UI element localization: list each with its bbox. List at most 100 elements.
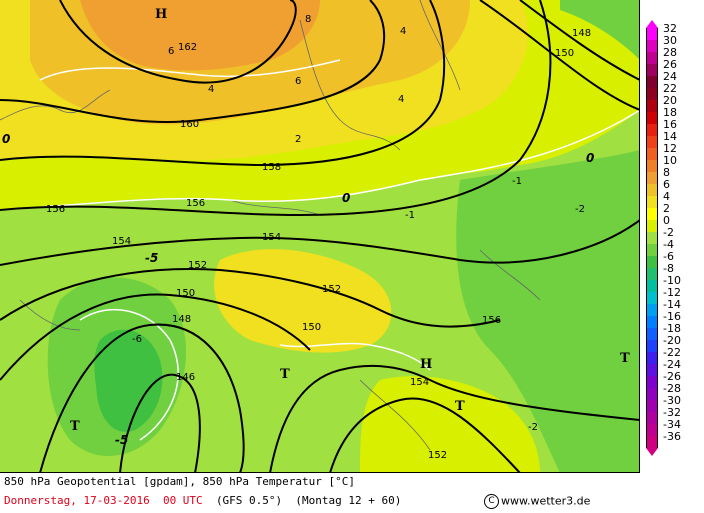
isotherm-0 — [0, 109, 639, 211]
geo-label: 156 — [46, 204, 65, 215]
legend-swatch — [646, 268, 658, 280]
geo-label: 148 — [572, 28, 591, 39]
geopotential-contour-152-south — [329, 397, 521, 472]
legend-swatch — [646, 52, 658, 64]
temp-label: 4 — [208, 84, 214, 95]
temp-label: -2 — [575, 204, 585, 215]
legend-label: 26 — [663, 58, 677, 71]
model-run: (Montag 12 + 60) — [295, 494, 402, 507]
geopotential-contour-162 — [59, 0, 297, 84]
legend-label: -20 — [663, 334, 681, 347]
legend-swatch — [646, 388, 658, 400]
legend-label: -32 — [663, 406, 681, 419]
geo-label: 154 — [410, 377, 429, 388]
temp-label: 6 — [295, 76, 301, 87]
temp-label: 4 — [400, 26, 406, 37]
legend-label: 28 — [663, 46, 677, 59]
legend-swatch — [646, 172, 658, 184]
legend-label: -14 — [663, 298, 681, 311]
map-title: 850 hPa Geopotential [gpdam], 850 hPa Te… — [4, 475, 355, 488]
legend-label: 8 — [663, 166, 670, 179]
geo-label: 150 — [302, 322, 321, 333]
legend-label: 2 — [663, 202, 670, 215]
legend-swatch — [646, 352, 658, 364]
legend-swatch — [646, 280, 658, 292]
temp-label: -6 — [132, 334, 142, 345]
legend-label: -10 — [663, 274, 681, 287]
legend-swatch — [646, 136, 658, 148]
geopotential-contour-154 — [0, 219, 639, 266]
legend-swatch — [646, 40, 658, 52]
geo-label: 152 — [322, 284, 341, 295]
geo-label: 158 — [262, 162, 281, 173]
geopotential-contour-148 — [39, 323, 245, 472]
temp-label: 4 — [398, 94, 404, 105]
copyright-link[interactable]: www.wetter3.de — [501, 494, 591, 508]
geopotential-contour-158 — [0, 0, 446, 167]
legend-swatch — [646, 412, 658, 424]
temp-band-east — [456, 150, 639, 472]
geo-label: 148 — [172, 314, 191, 325]
geo-label: 154 — [112, 236, 131, 247]
legend-swatch — [646, 436, 658, 448]
temp-label: 0 — [586, 151, 594, 165]
temp-label: -2 — [528, 422, 538, 433]
legend-swatch — [646, 364, 658, 376]
geopotential-contour-146 — [119, 373, 201, 472]
legend-swatch — [646, 148, 658, 160]
pressure-center-low-adriatic: T — [455, 399, 465, 414]
temp-label: 2 — [295, 134, 301, 145]
geo-label: 152 — [188, 260, 207, 271]
geopotential-contour-150-ne — [479, 0, 639, 111]
legend-swatch — [646, 220, 658, 232]
legend-swatch — [646, 124, 658, 136]
legend-label: -2 — [663, 226, 674, 239]
legend-label: 4 — [663, 190, 670, 203]
legend-swatch — [646, 400, 658, 412]
legend-label: 16 — [663, 118, 677, 131]
temp-label: -1 — [512, 176, 522, 187]
legend-label: -28 — [663, 382, 681, 395]
temp-label: 6 — [168, 46, 174, 57]
legend-swatch — [646, 184, 658, 196]
legend-label: 18 — [663, 106, 677, 119]
geopotential-contour-150 — [0, 293, 311, 381]
pressure-center-low-central: T — [280, 367, 290, 382]
legend-swatch — [646, 88, 658, 100]
map-subtitle: Donnerstag, 17-03-2016 00 UTC (GFS 0.5°)… — [4, 494, 401, 507]
legend-swatch — [646, 304, 658, 316]
legend-label: -8 — [663, 262, 674, 275]
legend-swatch — [646, 376, 658, 388]
temperature-legend: 32 30 28 26 24 22 20 18 16 14 12 10 8 6 4 2 0 -2 -4 -6 -8 -10… — [643, 20, 704, 458]
legend-label: -26 — [663, 370, 681, 383]
valid-datetime: Donnerstag, 17-03-2016 00 UTC — [4, 494, 203, 507]
legend-swatch — [646, 112, 658, 124]
temp-band-warmer — [80, 0, 320, 71]
map-footer: 850 hPa Geopotential [gpdam], 850 hPa Te… — [0, 473, 640, 513]
legend-label: 0 — [663, 214, 670, 227]
legend-label: 24 — [663, 70, 677, 83]
legend-label: 6 — [663, 178, 670, 191]
geo-label: 156 — [186, 198, 205, 209]
geopotential-contour-152 — [0, 268, 501, 328]
pressure-center-high-alps: H — [420, 357, 432, 372]
legend-label: 30 — [663, 34, 677, 47]
legend-swatch — [646, 208, 658, 220]
legend-label: -30 — [663, 394, 681, 407]
geo-label: 160 — [180, 119, 199, 130]
geopotential-contour-154-south — [269, 364, 639, 472]
legend-label: 12 — [663, 142, 677, 155]
legend-label: 14 — [663, 130, 677, 143]
temp-pocket-colder — [94, 329, 163, 432]
legend-label: 22 — [663, 82, 677, 95]
isotherm-5 — [39, 59, 341, 81]
legend-label: -18 — [663, 322, 681, 335]
geo-label: 154 — [262, 232, 281, 243]
legend-label: -4 — [663, 238, 674, 251]
weather-map: H H T T T T 162 160 158 156 154 152 150 … — [0, 0, 640, 473]
legend-swatch — [646, 244, 658, 256]
legend-swatch — [646, 292, 658, 304]
legend-swatch — [646, 100, 658, 112]
temp-label: 0 — [342, 191, 350, 205]
